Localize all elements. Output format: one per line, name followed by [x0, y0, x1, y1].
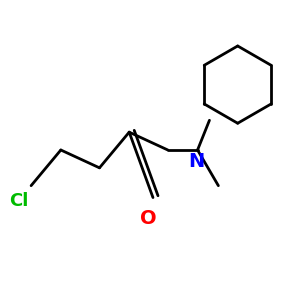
- Text: O: O: [140, 209, 157, 228]
- Text: N: N: [188, 152, 204, 171]
- Text: Cl: Cl: [10, 191, 29, 209]
